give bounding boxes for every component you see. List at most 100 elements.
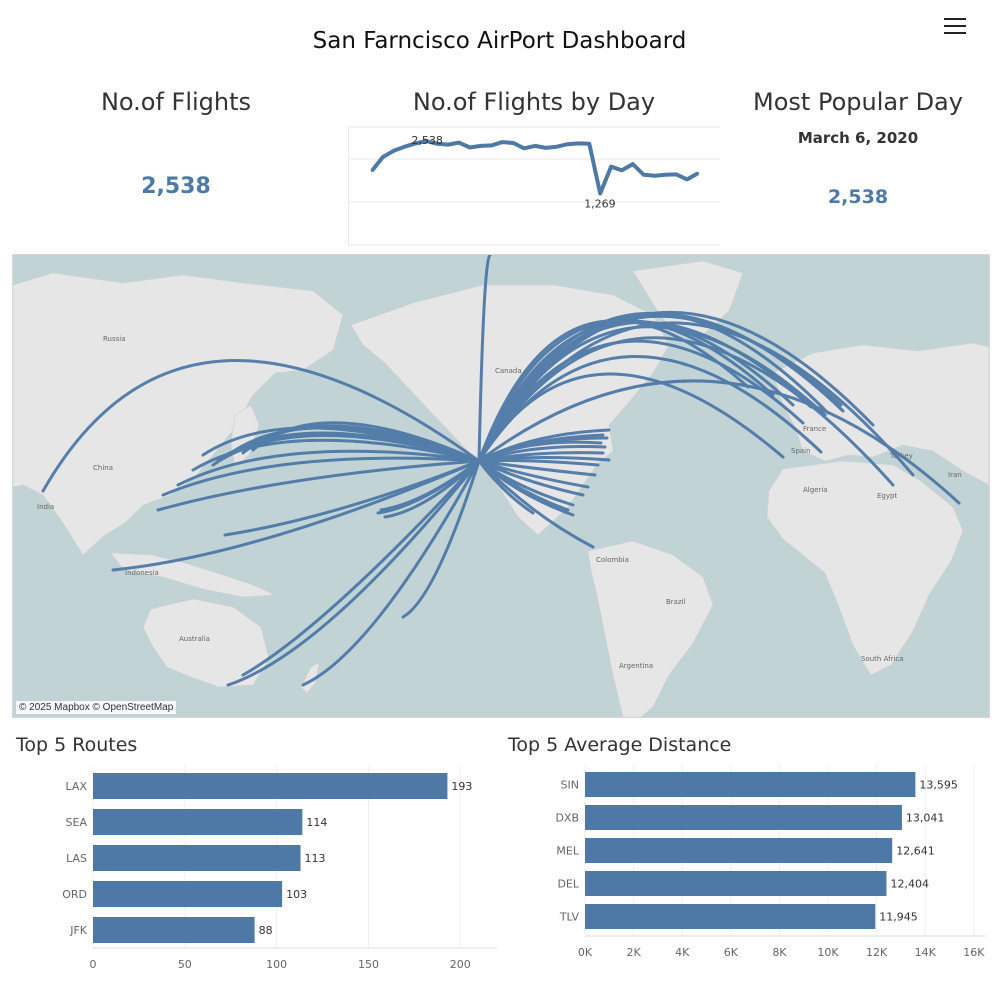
bar-value-label: 193 <box>451 780 472 793</box>
category-label: ORD <box>62 888 87 901</box>
flights-data-point[interactable] <box>501 140 504 144</box>
flight-route-arc <box>477 255 492 463</box>
flights-data-point[interactable] <box>522 147 526 150</box>
x-tick-label: 2K <box>626 946 641 959</box>
page-title: San Farncisco AirPort Dashboard <box>312 28 687 54</box>
flights-series-line[interactable] <box>370 139 699 196</box>
kpi-popular-date: March 6, 2020 <box>797 129 919 147</box>
land-africa <box>766 460 964 676</box>
map-country-label: Argentina <box>619 662 653 670</box>
flights-data-point[interactable] <box>490 144 493 147</box>
flight-route-arc <box>477 459 585 497</box>
flights-data-point[interactable] <box>544 146 548 150</box>
flights-data-point[interactable] <box>479 144 482 148</box>
flights-data-point[interactable] <box>631 162 634 166</box>
x-tick-label: 8K <box>772 946 787 959</box>
map-country-label: Iran <box>948 471 962 479</box>
x-tick-label: 0K <box>578 946 593 959</box>
bar-ord[interactable] <box>93 881 283 907</box>
flight-route-arc <box>477 319 750 463</box>
flights-data-point[interactable] <box>588 142 591 145</box>
flights-data-point[interactable] <box>403 145 406 148</box>
bar-las[interactable] <box>93 845 301 871</box>
flight-route-arc <box>226 459 481 687</box>
flights-data-point[interactable] <box>512 141 515 145</box>
flights-data-point[interactable] <box>675 173 678 176</box>
category-label: SIN <box>561 779 579 792</box>
category-label: TLV <box>559 911 580 924</box>
flights-data-point[interactable] <box>555 145 558 148</box>
top-routes-title: Top 5 Routes <box>16 734 138 756</box>
bar-value-label: 88 <box>259 924 273 937</box>
route-map-canvas[interactable]: Russia Canada China India Indonesia Australia… <box>13 255 989 717</box>
x-tick-label: 6K <box>724 946 739 959</box>
map-attribution[interactable]: © 2025 Mapbox © OpenStreetMap <box>16 701 177 714</box>
category-label: MEL <box>556 845 579 858</box>
bar-dxb[interactable] <box>585 805 902 830</box>
bar-sea[interactable] <box>93 809 303 835</box>
flights-data-point[interactable] <box>381 155 385 159</box>
x-tick-label: 12K <box>866 946 888 959</box>
flights-data-point[interactable] <box>414 142 417 145</box>
route-map[interactable]: Russia Canada China India Indonesia Australia… <box>12 254 990 718</box>
hamburger-menu-icon-line <box>944 32 966 34</box>
top-distance-chart[interactable]: 0K 2K 4K 6K 8K 10K 12K 14K 16K SIN 13,595 DXB 13,041… <box>504 764 994 979</box>
x-tick-label: 200 <box>450 958 471 971</box>
flights-data-point[interactable] <box>392 149 395 153</box>
map-country-label: Canada <box>495 367 522 375</box>
flights-data-point[interactable] <box>468 146 471 149</box>
bar-del[interactable] <box>585 871 887 896</box>
country-labels: Russia Canada China India Indonesia Australia… <box>37 335 962 670</box>
flights-data-point[interactable] <box>642 173 645 177</box>
flights-data-point[interactable] <box>653 174 656 177</box>
x-tick-label: 50 <box>178 958 192 971</box>
category-label: DEL <box>557 878 579 891</box>
map-country-label: Egypt <box>877 492 897 500</box>
flights-data-point[interactable] <box>370 169 374 172</box>
bar-sin[interactable] <box>585 772 916 797</box>
flights-data-point[interactable] <box>696 171 700 175</box>
bar-value-label: 12,641 <box>896 845 935 858</box>
flight-route-arc <box>301 459 481 687</box>
x-tick-label: 150 <box>358 958 379 971</box>
flight-route-arc <box>379 459 481 512</box>
flight-route-arc <box>477 436 609 463</box>
map-country-label: France <box>803 425 826 433</box>
map-country-label: Algeria <box>803 486 828 494</box>
flights-data-point[interactable] <box>533 144 537 148</box>
flights-data-point[interactable] <box>577 142 580 145</box>
flight-route-arc <box>241 459 481 677</box>
top-routes-chart[interactable]: 0 50 100 150 200 LAX 193 SEA 114 LAS 113 ORD 103 JFK 8… <box>12 764 500 979</box>
flights-data-point[interactable] <box>685 178 689 181</box>
flights-data-point[interactable] <box>566 143 569 146</box>
flight-route-arc <box>41 359 481 493</box>
x-tick-label: 10K <box>817 946 839 959</box>
flight-route-arc <box>226 426 481 463</box>
map-country-label: India <box>37 503 54 511</box>
flights-data-point[interactable] <box>599 192 602 195</box>
flights-data-point[interactable] <box>436 142 439 145</box>
hamburger-menu-button[interactable] <box>941 14 969 36</box>
flight-route-arc <box>191 438 481 472</box>
bar-tlv[interactable] <box>585 904 876 929</box>
flights-by-day-chart[interactable]: 2,538 1,269 <box>348 126 720 246</box>
flights-data-point[interactable] <box>620 169 624 172</box>
bar-mel[interactable] <box>585 838 893 863</box>
bar-jfk[interactable] <box>93 917 255 943</box>
flights-data-point[interactable] <box>457 141 461 144</box>
bar-value-label: 114 <box>306 816 327 829</box>
category-label: LAX <box>66 780 88 793</box>
bar-lax[interactable] <box>93 773 448 799</box>
flights-data-point[interactable] <box>425 139 428 143</box>
flights-data-point[interactable] <box>609 165 613 168</box>
flight-route-arc <box>156 459 481 512</box>
flights-data-point[interactable] <box>664 173 667 177</box>
x-tick-label: 16K <box>963 946 985 959</box>
flights-data-point[interactable] <box>446 143 450 146</box>
bar-value-label: 13,041 <box>906 812 945 825</box>
map-country-label: Brazil <box>666 598 686 606</box>
kpi-flights-title: No.of Flights <box>100 88 252 116</box>
land-south-america <box>587 540 714 717</box>
hamburger-menu-icon-line <box>944 25 966 27</box>
land-asia <box>13 272 344 556</box>
